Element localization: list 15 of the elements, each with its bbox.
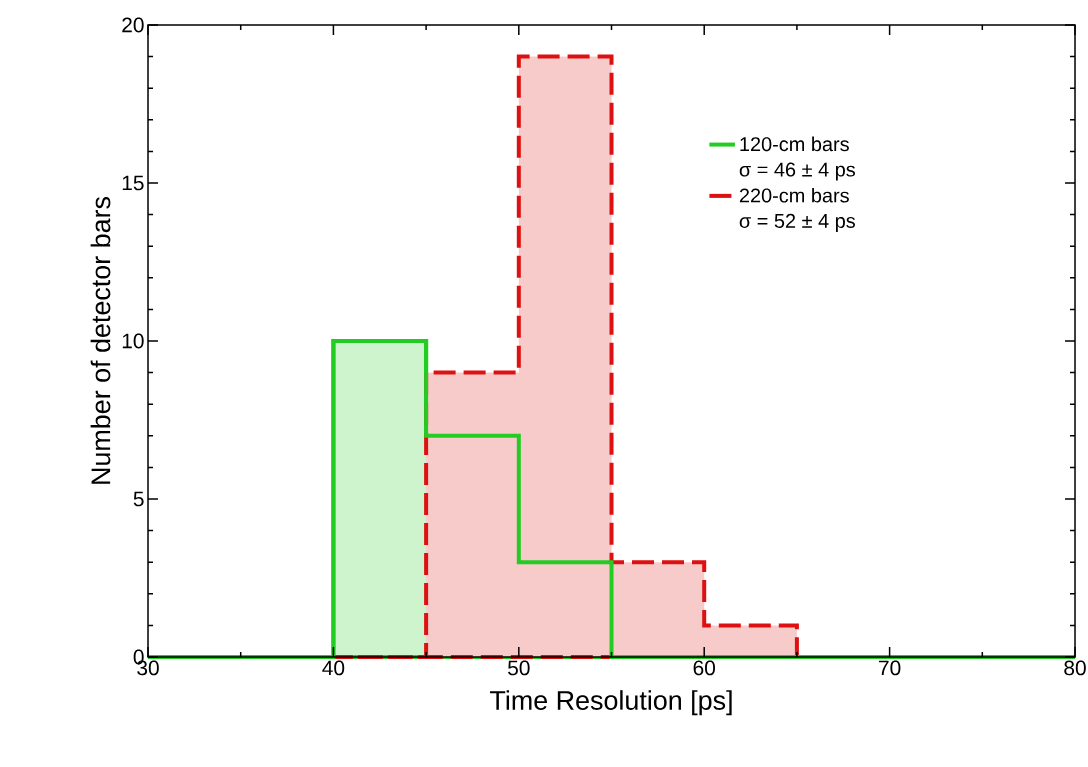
annotation: σ = 52 ± 4 ps xyxy=(739,213,855,232)
y-tick-label: 20 xyxy=(122,17,144,33)
y-tick-label: 5 xyxy=(133,491,144,507)
annotation: σ = 46 ± 4 ps xyxy=(739,162,855,181)
legend-label: 120-cm bars xyxy=(740,136,849,152)
x-tick-label: 50 xyxy=(508,660,530,676)
y-tick-label: 10 xyxy=(122,333,144,349)
x-tick-label: 60 xyxy=(693,660,716,676)
x-axis-title: Time Resolution [ps] xyxy=(490,690,732,716)
x-tick-label: 80 xyxy=(1064,660,1086,676)
x-tick-label: 70 xyxy=(879,660,901,676)
x-tick-label: 40 xyxy=(322,660,345,676)
y-axis-title: Number of detector bars xyxy=(90,196,111,484)
legend-label: 220-cm bars xyxy=(739,187,849,203)
y-tick-label: 15 xyxy=(122,175,144,191)
